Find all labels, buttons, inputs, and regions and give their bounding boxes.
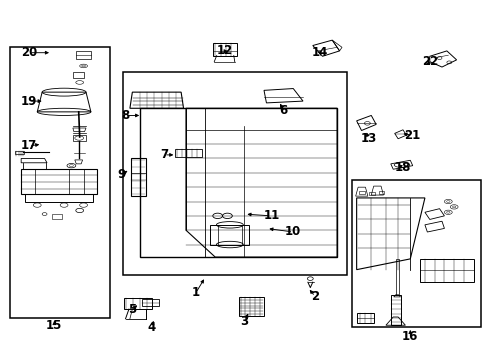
Text: 16: 16 — [401, 330, 418, 343]
Text: 6: 6 — [279, 104, 287, 117]
Text: 13: 13 — [360, 132, 376, 145]
Bar — [73, 72, 83, 78]
Text: 19: 19 — [21, 95, 37, 108]
Bar — [122, 72, 346, 275]
Bar — [15, 150, 24, 154]
Text: 7: 7 — [160, 148, 168, 161]
Text: 17: 17 — [21, 139, 37, 152]
Bar — [378, 191, 384, 194]
Bar — [358, 192, 364, 194]
Text: 9: 9 — [117, 168, 125, 181]
Bar — [73, 135, 85, 141]
Bar — [10, 47, 110, 318]
Text: 1: 1 — [191, 287, 200, 300]
Text: 15: 15 — [46, 319, 62, 332]
Bar — [175, 149, 202, 157]
Text: 18: 18 — [394, 161, 410, 174]
Text: 22: 22 — [421, 55, 437, 68]
Bar — [212, 43, 237, 55]
Text: 12: 12 — [216, 44, 233, 57]
Text: 8: 8 — [121, 109, 129, 122]
Bar — [52, 214, 61, 219]
Bar — [142, 299, 159, 306]
Text: 10: 10 — [285, 225, 301, 238]
Text: 2: 2 — [310, 290, 319, 303]
Text: 5: 5 — [128, 303, 136, 316]
Bar — [351, 180, 480, 327]
Bar — [76, 51, 91, 59]
Text: 21: 21 — [404, 129, 420, 142]
Text: 3: 3 — [240, 315, 248, 328]
Text: 20: 20 — [21, 46, 37, 59]
Text: 11: 11 — [263, 210, 279, 222]
Text: 4: 4 — [147, 320, 156, 333]
Text: 14: 14 — [311, 46, 327, 59]
Bar — [368, 192, 374, 195]
